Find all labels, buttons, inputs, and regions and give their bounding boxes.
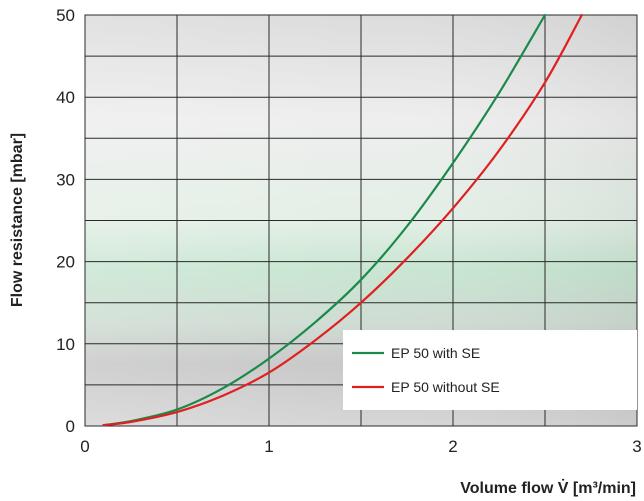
x-tick-label: 0 xyxy=(80,437,89,456)
legend: EP 50 with SE EP 50 without SE xyxy=(343,330,637,410)
legend-label-without-se: EP 50 without SE xyxy=(391,379,500,395)
y-tick-label: 50 xyxy=(56,6,75,25)
x-axis-title: Volume flow V̇ [m³/min] xyxy=(460,479,636,497)
y-tick-label: 0 xyxy=(66,417,75,436)
y-tick-label: 10 xyxy=(56,335,75,354)
series-layer xyxy=(102,13,583,427)
y-axis-title: Flow resistance [mbar] xyxy=(9,133,26,307)
y-tick-label: 20 xyxy=(56,253,75,272)
y-tick-label: 40 xyxy=(56,88,75,107)
series-line-without-se xyxy=(102,13,583,427)
legend-box xyxy=(343,330,637,410)
legend-label-with-se: EP 50 with SE xyxy=(391,345,480,361)
x-tick-label: 1 xyxy=(264,437,273,456)
x-tick-label: 2 xyxy=(448,437,457,456)
y-tick-label: 30 xyxy=(56,170,75,189)
series-line-with-se xyxy=(102,13,547,427)
plot-frame xyxy=(84,14,638,427)
x-tick-label: 3 xyxy=(632,437,641,456)
